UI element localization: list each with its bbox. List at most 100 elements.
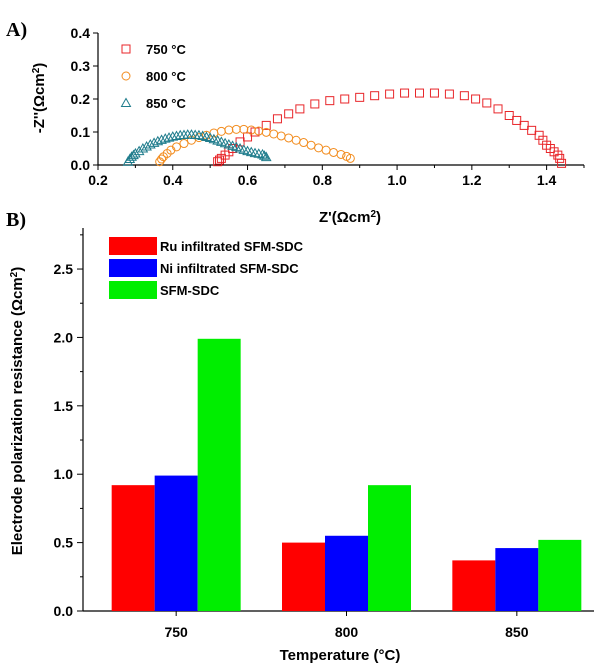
bar xyxy=(325,535,368,611)
panel-b-y-axis-title: Electrode polarization resistance (Ωcm2) xyxy=(9,267,27,556)
data-point xyxy=(284,133,294,143)
x-tick-label: 800 xyxy=(335,624,359,640)
x-tick-label: 1.2 xyxy=(462,172,482,188)
panel-a-x-axis-title: Z'(Ωcm2) xyxy=(319,209,381,227)
data-point xyxy=(400,88,410,98)
data-point xyxy=(272,114,282,124)
y-tick-label: 0.2 xyxy=(71,91,91,107)
data-point xyxy=(345,153,355,163)
legend-marker xyxy=(121,71,131,81)
legend-swatch xyxy=(109,237,157,255)
legend-marker xyxy=(121,44,131,54)
data-point xyxy=(429,88,439,98)
legend-label: 850 °C xyxy=(146,96,187,111)
y-tick-label: 1.5 xyxy=(54,398,74,414)
x-tick-label: 750 xyxy=(164,624,188,640)
panel-b-x-axis-title: Temperature (°C) xyxy=(280,647,401,664)
data-point xyxy=(512,115,522,125)
data-point xyxy=(163,132,175,142)
data-point xyxy=(239,124,249,134)
bar xyxy=(495,548,539,611)
data-point xyxy=(171,130,182,140)
data-point xyxy=(415,88,425,98)
x-tick-label: 0.2 xyxy=(88,172,108,188)
data-point xyxy=(295,104,305,114)
panel-a-y-axis-title: -Z''(Ωcm2) xyxy=(31,63,49,134)
data-point xyxy=(261,120,271,130)
data-point xyxy=(459,91,469,101)
data-point xyxy=(444,89,454,99)
data-point xyxy=(284,109,294,119)
legend-marker xyxy=(120,97,132,107)
bar xyxy=(538,539,582,611)
data-point xyxy=(133,145,145,156)
data-point xyxy=(555,153,565,163)
data-point xyxy=(306,140,316,150)
legend-label: SFM-SDC xyxy=(160,283,220,298)
data-point xyxy=(336,149,346,159)
data-point xyxy=(310,99,320,109)
data-point xyxy=(504,111,514,120)
data-point xyxy=(231,124,241,134)
data-point xyxy=(269,129,279,139)
data-point xyxy=(157,154,167,164)
data-point xyxy=(329,147,339,157)
legend-label: Ru infiltrated SFM-SDC xyxy=(160,239,304,254)
x-tick-label: 1.0 xyxy=(387,172,407,188)
data-point xyxy=(557,158,567,168)
y-tick-label: 0.4 xyxy=(71,25,91,41)
y-tick-label: 0.0 xyxy=(71,157,91,173)
data-point xyxy=(260,151,272,162)
panel-b-label: B) xyxy=(6,209,26,231)
data-point xyxy=(493,104,503,114)
legend-label: 800 °C xyxy=(146,69,187,84)
bar xyxy=(368,485,411,611)
data-point xyxy=(235,137,245,147)
polarization-bar-chart: 0.0 0.5 1.0 1.5 2.0 2.5 750 800 850 Ru infiltrate… xyxy=(54,228,594,640)
data-point xyxy=(340,94,350,104)
data-point xyxy=(257,148,268,159)
data-point xyxy=(259,150,270,160)
data-point xyxy=(167,131,179,141)
data-point xyxy=(144,139,156,149)
y-tick-label: 0.1 xyxy=(71,124,91,140)
data-point xyxy=(141,141,152,151)
data-point xyxy=(130,147,141,158)
data-point xyxy=(137,142,149,153)
x-tick-label: 0.8 xyxy=(313,172,333,188)
data-point xyxy=(291,135,301,145)
data-point xyxy=(299,138,309,148)
y-tick-label: 0.5 xyxy=(54,535,74,551)
data-point xyxy=(325,96,335,106)
data-point xyxy=(156,134,167,144)
data-point xyxy=(370,91,380,101)
bar xyxy=(154,475,198,611)
impedance-plot: 0.2 0.4 0.6 0.8 1.0 1.2 1.4 0.0 0.1 0.2 0.3 0.4 750 … xyxy=(71,25,585,188)
bar xyxy=(282,542,325,611)
bar xyxy=(452,560,496,611)
data-point xyxy=(314,143,324,153)
series-2 xyxy=(122,129,272,166)
x-tick-label: 850 xyxy=(505,624,529,640)
data-point xyxy=(216,126,226,136)
bar xyxy=(197,338,241,611)
data-point xyxy=(152,135,164,146)
x-tick-label: 1.4 xyxy=(537,172,557,188)
data-point xyxy=(321,145,331,155)
legend-swatch xyxy=(109,281,157,299)
y-tick-label: 2.0 xyxy=(54,329,74,345)
data-point xyxy=(148,137,160,147)
y-tick-label: 2.5 xyxy=(54,261,74,277)
bar xyxy=(111,485,155,611)
data-point xyxy=(355,92,365,102)
data-point xyxy=(385,89,395,99)
data-point xyxy=(159,133,171,143)
data-point xyxy=(482,98,492,108)
data-point xyxy=(527,125,537,135)
y-tick-label: 0.3 xyxy=(71,58,91,74)
data-point xyxy=(172,142,182,152)
data-point xyxy=(519,120,529,130)
x-tick-label: 0.4 xyxy=(163,172,183,188)
panel-a-label: A) xyxy=(6,19,27,41)
